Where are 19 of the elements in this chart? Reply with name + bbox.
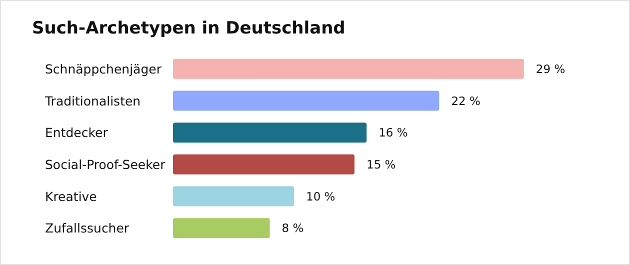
y-tick-label: Traditionalisten: [44, 93, 141, 108]
data-label: 15 %: [366, 157, 396, 172]
data-label: 22 %: [451, 94, 480, 108]
bar: [173, 186, 294, 206]
data-label: 16 %: [378, 126, 408, 140]
bar: [173, 90, 440, 111]
y-tick-label: Kreative: [45, 188, 98, 204]
data-label: 29 %: [536, 62, 566, 76]
data-label: 10 %: [306, 189, 336, 204]
bar: [173, 154, 354, 174]
y-tick-label: Zufallssucher: [45, 220, 130, 236]
y-tick-label: Entdecker: [45, 125, 109, 140]
y-tick-label: Social-Proof-Seeker: [45, 156, 166, 172]
y-tick-label: Schnäppchenjäger: [45, 61, 162, 76]
data-label: 8 %: [282, 221, 304, 236]
bar: [173, 218, 270, 238]
chart-title: Such-Archetypen in Deutschland: [32, 18, 346, 38]
bar: [173, 58, 524, 79]
bar: [173, 122, 367, 143]
